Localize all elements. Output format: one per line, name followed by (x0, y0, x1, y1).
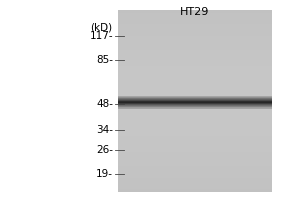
Bar (118, 103, 272, 104)
Bar (118, 97, 272, 98)
Bar (118, 107, 272, 108)
Bar (118, 107, 272, 108)
Bar (118, 99, 272, 100)
Bar (118, 104, 272, 105)
Text: HT29: HT29 (180, 7, 210, 17)
Text: 34-: 34- (96, 125, 113, 135)
Bar (118, 106, 272, 107)
Bar (118, 102, 272, 103)
Bar (118, 105, 272, 106)
Text: 117-: 117- (89, 31, 113, 41)
Bar (118, 105, 272, 106)
Bar (118, 97, 272, 98)
Bar (118, 98, 272, 99)
Bar (118, 101, 272, 102)
Bar (118, 101, 272, 102)
Text: 26-: 26- (96, 145, 113, 155)
Text: 85-: 85- (96, 55, 113, 65)
Bar (118, 101, 272, 102)
Bar (118, 102, 272, 103)
Bar (118, 104, 272, 105)
Bar (118, 105, 272, 106)
Bar (118, 100, 272, 101)
Bar (118, 106, 272, 107)
Bar (118, 98, 272, 99)
Bar (118, 103, 272, 104)
Bar (118, 99, 272, 100)
Bar (118, 106, 272, 107)
Bar (118, 100, 272, 101)
Text: (kD): (kD) (90, 22, 112, 32)
Bar (118, 98, 272, 99)
Text: 19-: 19- (96, 169, 113, 179)
Bar (118, 96, 272, 97)
Bar (118, 96, 272, 97)
Bar (118, 100, 272, 101)
Text: 48-: 48- (96, 99, 113, 109)
Bar (118, 104, 272, 105)
Bar (118, 107, 272, 108)
